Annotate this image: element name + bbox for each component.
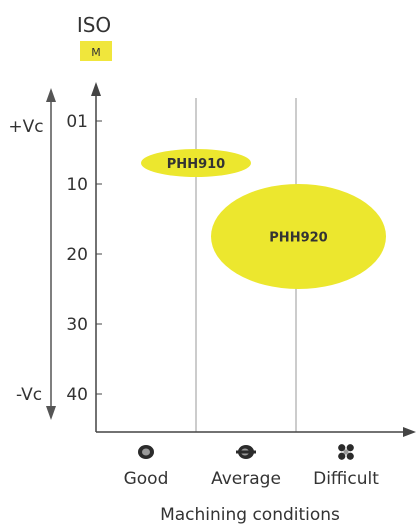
grade-bubble-phh910 bbox=[141, 149, 251, 177]
grade-label-phh920: PHH920 bbox=[269, 231, 327, 246]
y-tick-label: 10 bbox=[66, 175, 88, 195]
category-label: Good bbox=[124, 469, 169, 489]
x-axis-label: Machining conditions bbox=[160, 505, 340, 525]
vc-plus-label: +Vc bbox=[8, 117, 43, 137]
category-label: Average bbox=[211, 469, 281, 489]
iso-badge bbox=[80, 41, 112, 61]
cutting-speed-arrow bbox=[46, 88, 56, 420]
y-tick-label: 30 bbox=[66, 315, 88, 335]
y-tick-label: 01 bbox=[66, 112, 88, 132]
insert-good-icon bbox=[138, 445, 154, 459]
y-tick-label: 40 bbox=[66, 385, 88, 405]
insert-average-icon bbox=[236, 445, 256, 459]
category-label: Difficult bbox=[313, 469, 379, 489]
iso-badge-label: M bbox=[91, 46, 101, 59]
grade-bubble-phh920 bbox=[211, 184, 386, 289]
insert-difficult-icon bbox=[338, 444, 354, 460]
iso-label: ISO bbox=[77, 13, 111, 37]
vc-minus-label: -Vc bbox=[16, 385, 42, 405]
grade-label-phh910: PHH910 bbox=[167, 157, 225, 172]
y-tick-label: 20 bbox=[66, 245, 88, 265]
axes bbox=[91, 82, 416, 437]
